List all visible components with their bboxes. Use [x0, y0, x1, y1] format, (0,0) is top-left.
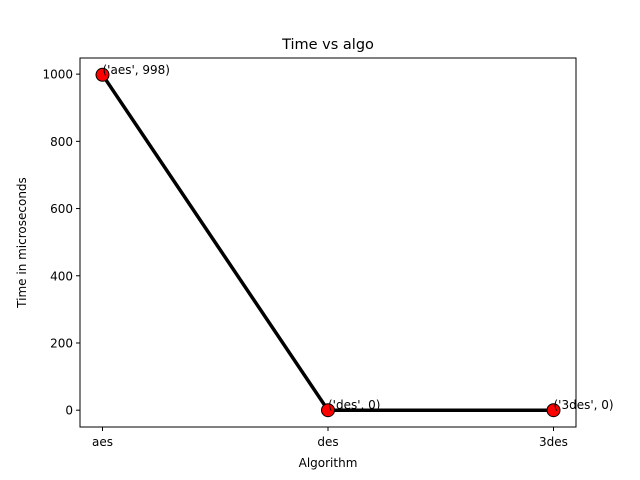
data-point — [321, 403, 335, 418]
annotations-group: ('aes', 998) ('des', 0) ('3des', 0) — [103, 63, 614, 412]
data-label: ('aes', 998) — [103, 63, 170, 77]
data-point — [546, 403, 561, 418]
y-tick-label: 400 — [50, 269, 73, 283]
plot-frame — [79, 57, 577, 428]
x-tick-label: des — [317, 435, 338, 449]
x-axis-ticks: aes des 3des — [92, 427, 568, 449]
x-tick-label: 3des — [539, 435, 568, 449]
x-axis-label: Algorithm — [299, 456, 358, 470]
plot-area — [80, 58, 576, 427]
series-group — [95, 67, 561, 418]
y-tick-label: 800 — [50, 135, 73, 149]
y-axis-ticks: 0 200 400 600 800 1000 — [42, 68, 80, 418]
y-axis-label: Time in microseconds — [15, 177, 29, 309]
x-tick-label: aes — [92, 435, 113, 449]
y-tick-label: 1000 — [42, 68, 73, 82]
chart-title: Time vs algo — [281, 37, 374, 53]
y-tick-label: 600 — [50, 202, 73, 216]
data-label: ('des', 0) — [328, 398, 380, 412]
y-tick-label: 0 — [65, 404, 73, 418]
y-tick-label: 200 — [50, 336, 73, 350]
data-label: ('3des', 0) — [554, 398, 614, 412]
data-point — [95, 67, 110, 82]
